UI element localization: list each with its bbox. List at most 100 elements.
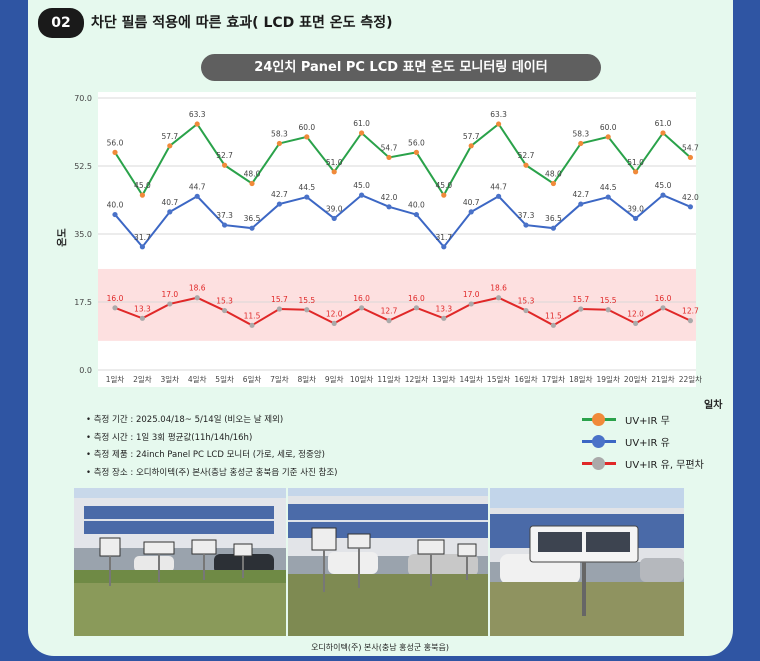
data-point (687, 154, 694, 161)
data-label: 54.7 (381, 143, 398, 152)
data-label: 52.7 (216, 151, 233, 160)
data-point (249, 180, 255, 187)
data-label: 12.7 (381, 307, 398, 316)
data-point (468, 209, 474, 215)
data-label: 15.3 (518, 297, 535, 306)
data-point (523, 222, 529, 228)
data-label: 37.3 (518, 211, 535, 220)
data-label: 60.0 (600, 123, 617, 132)
x-tick-label: 13일차 (432, 375, 455, 384)
x-tick-label: 18일차 (569, 375, 592, 384)
note-location: 측정 장소 : 오디하이텍(주) 본사(충남 홍성군 홍북읍 기준 사진 참조) (86, 466, 338, 478)
data-label: 51.0 (326, 158, 343, 167)
data-label: 40.7 (161, 198, 178, 207)
data-label: 15.3 (216, 297, 233, 306)
x-tick-label: 21일차 (651, 375, 674, 384)
y-tick-label: 52.5 (74, 162, 92, 171)
data-point (139, 192, 145, 198)
data-point (249, 322, 255, 328)
data-point (112, 305, 118, 311)
data-label: 58.3 (271, 129, 288, 138)
data-point (194, 193, 200, 199)
note-time: 측정 시간 : 1일 3회 평균값(11h/14h/16h) (86, 431, 338, 443)
data-label: 16.0 (408, 294, 425, 303)
data-point (276, 140, 282, 147)
data-point (386, 154, 392, 161)
data-label: 18.6 (189, 284, 206, 293)
data-label: 45.0 (435, 181, 452, 190)
highlight-band (98, 268, 696, 341)
data-label: 39.0 (326, 204, 343, 213)
data-point (605, 307, 611, 313)
x-tick-label: 17일차 (542, 375, 565, 384)
data-point (687, 318, 694, 324)
data-label: 45.0 (655, 181, 672, 190)
legend-label: UV+IR 유 (625, 438, 670, 449)
data-label: 31.7 (435, 233, 452, 242)
data-point (222, 222, 228, 228)
data-label: 11.5 (244, 311, 261, 320)
site-photo-3 (490, 488, 684, 636)
data-label: 45.0 (353, 181, 370, 190)
data-point (496, 193, 502, 199)
data-label: 60.0 (298, 123, 315, 132)
data-label: 57.7 (161, 132, 178, 141)
data-label: 13.3 (134, 304, 151, 313)
data-point (578, 140, 584, 147)
data-label: 15.7 (271, 295, 288, 304)
data-label: 44.5 (298, 183, 315, 192)
data-point (468, 143, 474, 149)
y-tick-label: 17.5 (74, 298, 92, 307)
data-label: 36.5 (545, 214, 562, 223)
legend-marker-orange (592, 413, 605, 426)
data-label: 51.0 (627, 158, 644, 167)
legend-marker-gray (592, 457, 605, 470)
data-point (139, 315, 145, 321)
x-tick-label: 8일차 (298, 375, 317, 384)
data-point (222, 162, 228, 168)
data-label: 44.7 (490, 182, 507, 191)
data-label: 16.0 (655, 294, 672, 303)
data-point (249, 225, 255, 231)
x-tick-label: 9일차 (325, 375, 344, 384)
site-photo-1 (74, 488, 286, 636)
data-label: 16.0 (107, 294, 124, 303)
data-point (112, 149, 118, 155)
x-tick-label: 10일차 (350, 375, 373, 384)
section-number-badge: 02 (38, 8, 84, 38)
x-tick-label: 3일차 (161, 375, 180, 384)
data-label: 37.3 (216, 211, 233, 220)
data-point (359, 305, 365, 311)
data-label: 45.0 (134, 181, 151, 190)
data-point (550, 225, 557, 231)
data-label: 48.0 (244, 169, 261, 178)
data-label: 12.0 (326, 309, 343, 318)
site-photo-2 (288, 488, 488, 636)
note-period: 측정 기간 : 2025.04/18~ 5/14일 (비오는 날 제외) (86, 413, 338, 425)
y-tick-label: 70.0 (74, 94, 92, 103)
data-point (139, 244, 145, 250)
data-point (194, 121, 200, 127)
data-label: 40.0 (408, 201, 425, 210)
data-label: 31.7 (134, 233, 151, 242)
data-label: 11.5 (545, 311, 562, 320)
data-point (605, 134, 611, 140)
site-photos (74, 488, 684, 636)
section-title: 차단 필름 적용에 따른 효과( LCD 표면 온도 측정) (91, 15, 393, 31)
series-line (114, 122, 692, 198)
data-point (359, 192, 365, 198)
data-point (550, 180, 557, 187)
note-product: 측정 제품 : 24inch Panel PC LCD 모니터 (가로, 세로,… (86, 448, 338, 460)
data-label: 36.5 (244, 214, 261, 223)
data-label: 15.5 (600, 296, 617, 305)
x-tick-label: 11일차 (377, 375, 400, 384)
data-point (167, 143, 173, 149)
data-point (660, 192, 666, 198)
data-label: 17.0 (463, 290, 480, 299)
data-point (386, 204, 392, 210)
data-label: 61.0 (655, 119, 672, 128)
chart-legend: UV+IR 무 UV+IR 유 UV+IR 유, 무편차 (582, 410, 732, 476)
data-point (523, 162, 529, 168)
series-line (114, 296, 691, 327)
legend-label: UV+IR 무 (625, 416, 670, 427)
